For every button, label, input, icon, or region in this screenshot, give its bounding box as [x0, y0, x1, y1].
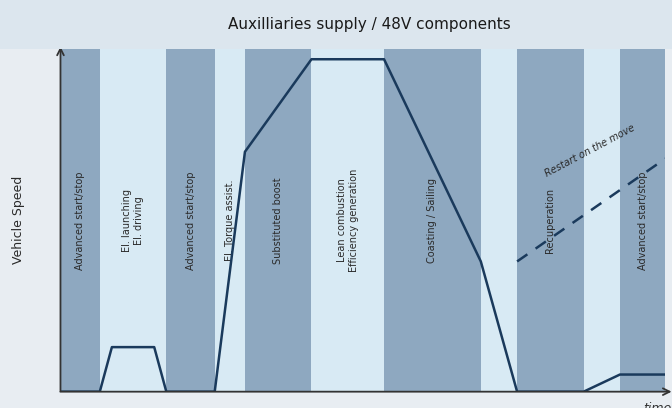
- Text: El. Torque assist.: El. Torque assist.: [225, 180, 235, 261]
- Bar: [620, 49, 665, 392]
- Bar: [99, 49, 166, 392]
- Bar: [311, 49, 384, 392]
- Text: Recuperation: Recuperation: [546, 188, 555, 253]
- Text: Advanced start/stop: Advanced start/stop: [185, 171, 196, 270]
- Bar: [214, 49, 245, 392]
- Bar: [245, 49, 311, 392]
- Text: Restart on the move: Restart on the move: [543, 123, 636, 179]
- Text: Lean combustion
Efficiency generation: Lean combustion Efficiency generation: [337, 169, 359, 272]
- Bar: [60, 49, 99, 392]
- Text: El. launching
El. driving: El. launching El. driving: [122, 189, 144, 252]
- Text: Substituted boost: Substituted boost: [274, 177, 283, 264]
- Text: Advanced start/stop: Advanced start/stop: [75, 171, 85, 270]
- Text: Vehicle Speed: Vehicle Speed: [11, 176, 25, 264]
- Bar: [517, 49, 583, 392]
- Bar: [166, 49, 215, 392]
- Bar: [384, 49, 480, 392]
- Bar: [583, 49, 620, 392]
- Text: Auxilliaries supply / 48V components: Auxilliaries supply / 48V components: [228, 17, 511, 32]
- Bar: [480, 49, 517, 392]
- Text: time: time: [643, 402, 671, 408]
- Text: Advanced start/stop: Advanced start/stop: [638, 171, 648, 270]
- Text: Coasting / Sailing: Coasting / Sailing: [427, 178, 437, 263]
